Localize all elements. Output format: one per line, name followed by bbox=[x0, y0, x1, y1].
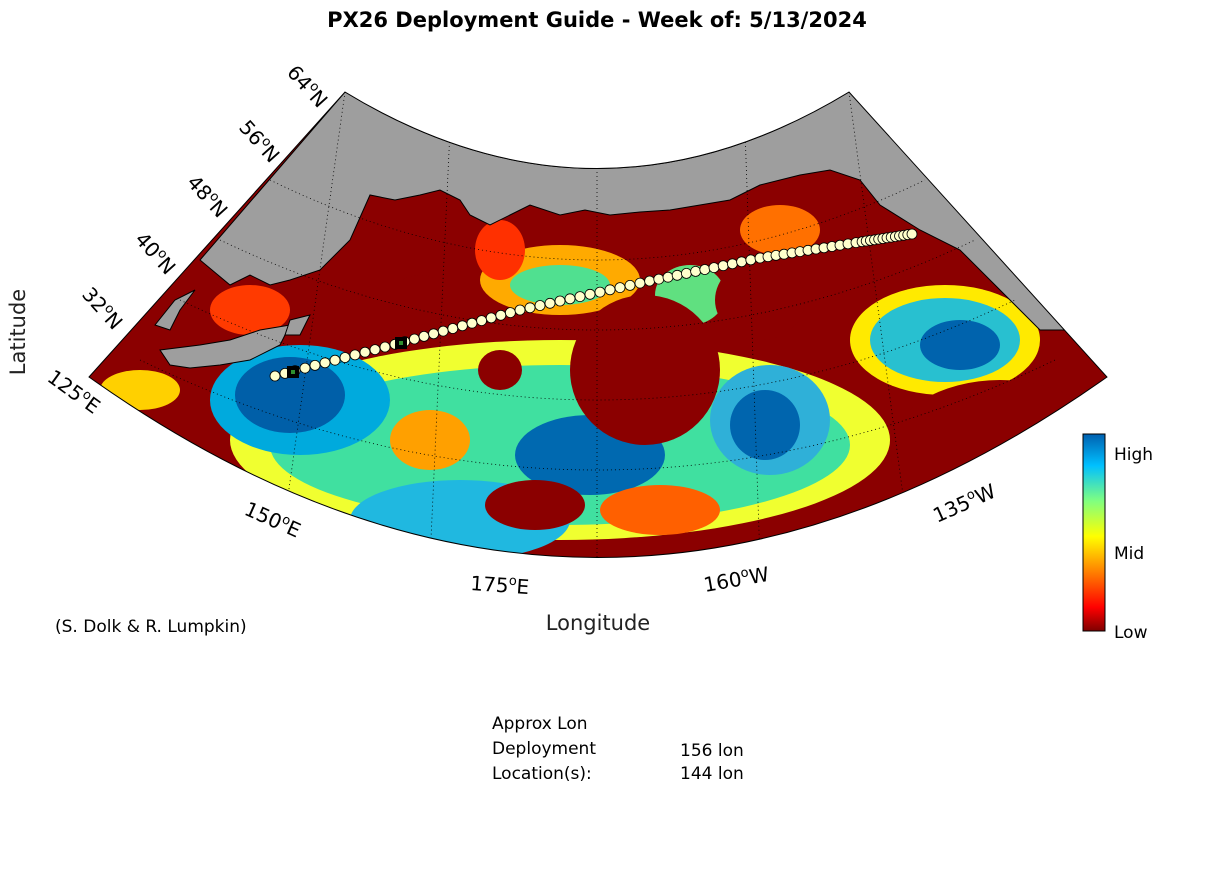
track-point bbox=[745, 254, 757, 266]
track-point bbox=[727, 258, 738, 270]
land-honshu bbox=[159, 324, 291, 369]
lat-tick-64: 64oN bbox=[282, 60, 332, 112]
track-point bbox=[369, 344, 381, 356]
deployment-label: Deployment bbox=[492, 739, 596, 759]
track-point bbox=[456, 320, 468, 332]
track-point bbox=[269, 370, 281, 382]
deployment-markers bbox=[287, 337, 407, 378]
track-point bbox=[329, 354, 341, 366]
track-point bbox=[644, 275, 655, 287]
track-point bbox=[604, 284, 616, 296]
lon-tick-175e: 175oE bbox=[470, 571, 530, 599]
lon-tick-135w: 135oW bbox=[929, 479, 999, 528]
map-outline bbox=[88, 91, 1108, 558]
track-point bbox=[437, 325, 449, 337]
map-body bbox=[89, 92, 1107, 558]
track-point bbox=[524, 302, 536, 314]
track-point bbox=[309, 359, 321, 371]
lat-tick-32: 32oN bbox=[77, 282, 127, 334]
track-point bbox=[495, 309, 507, 321]
lon-tick-150e: 150oE bbox=[241, 497, 304, 543]
deployment-marker-144-core bbox=[291, 370, 295, 374]
track-point bbox=[534, 300, 546, 311]
ship-track bbox=[269, 228, 918, 382]
lon-tick-160w: 160oW bbox=[702, 562, 771, 597]
track-point bbox=[447, 323, 459, 334]
deployment-lon-1: 156 lon bbox=[680, 741, 744, 761]
deployment-lon-2: 144 lon bbox=[680, 764, 744, 784]
lat-tick-56: 56oN bbox=[234, 115, 284, 167]
track-point bbox=[379, 341, 391, 353]
track-point bbox=[574, 291, 586, 303]
credit-text: (S. Dolk & R. Lumpkin) bbox=[55, 617, 247, 637]
track-point bbox=[564, 293, 576, 305]
track-point bbox=[418, 330, 430, 342]
track-point bbox=[339, 352, 351, 363]
track-point bbox=[614, 282, 626, 294]
track-point bbox=[594, 286, 606, 298]
track-point bbox=[466, 317, 478, 329]
land-japan bbox=[154, 289, 196, 331]
track-point bbox=[906, 228, 918, 240]
track-point bbox=[554, 295, 566, 307]
lat-tick-40: 40oN bbox=[130, 227, 180, 279]
track-point bbox=[504, 307, 516, 319]
track-point bbox=[708, 262, 720, 274]
deployment-marker-156-core bbox=[399, 341, 403, 345]
track-point bbox=[584, 288, 596, 300]
track-point bbox=[681, 267, 692, 279]
map-title: PX26 Deployment Guide - Week of: 5/13/20… bbox=[327, 8, 867, 32]
track-point bbox=[662, 271, 674, 283]
track-point bbox=[485, 312, 497, 324]
colorbar: High Mid Low bbox=[1082, 433, 1153, 643]
colorbar-mid-label: Mid bbox=[1114, 544, 1144, 564]
track-point bbox=[690, 265, 701, 277]
track-point bbox=[736, 256, 747, 268]
track-point bbox=[624, 279, 636, 291]
track-point bbox=[514, 304, 526, 316]
track-point bbox=[634, 277, 646, 289]
track-point bbox=[319, 357, 331, 369]
graticule bbox=[139, 92, 1056, 558]
colorbar-high-label: High bbox=[1114, 445, 1153, 465]
colorbar-low-label: Low bbox=[1114, 623, 1148, 643]
x-axis-label: Longitude bbox=[546, 611, 650, 635]
track-point bbox=[544, 297, 556, 309]
track-point bbox=[671, 269, 683, 281]
track-point bbox=[299, 362, 311, 374]
track-point bbox=[476, 315, 488, 327]
lat-tick-48: 48oN bbox=[182, 170, 232, 222]
track-point bbox=[349, 349, 361, 361]
track-point bbox=[653, 273, 665, 285]
y-axis-label: Latitude bbox=[6, 289, 30, 375]
track-point bbox=[699, 264, 711, 275]
colorbar-scale bbox=[1082, 433, 1106, 632]
track-point bbox=[408, 333, 420, 345]
approx-lon-label: Approx Lon bbox=[492, 714, 588, 734]
locations-label: Location(s): bbox=[492, 764, 592, 784]
track-point bbox=[428, 328, 440, 340]
land-hokkaido bbox=[284, 314, 311, 336]
track-point bbox=[359, 346, 371, 358]
track-point bbox=[717, 260, 729, 272]
